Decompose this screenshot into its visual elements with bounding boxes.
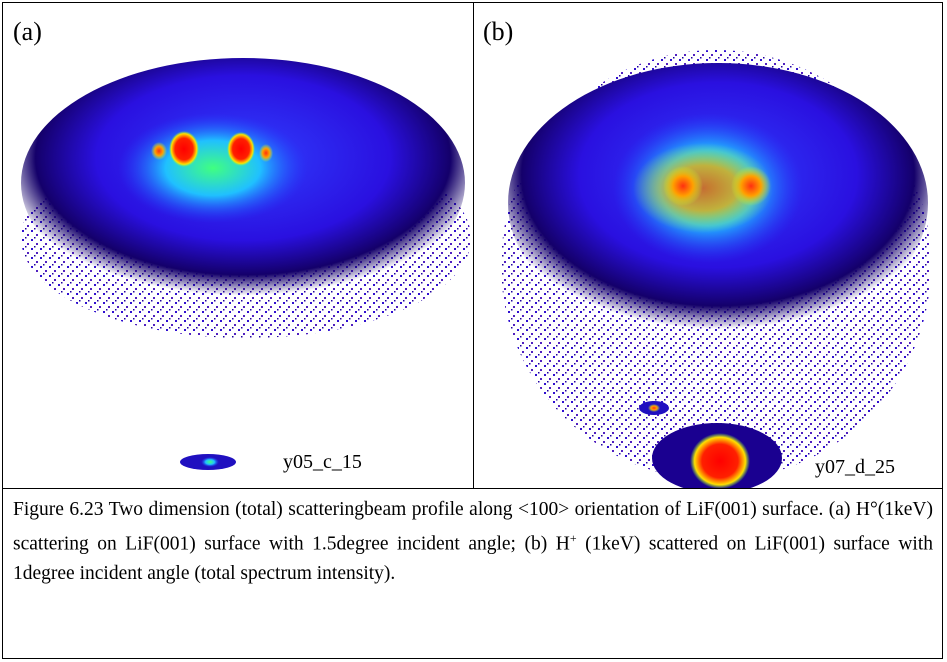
caption-superscript: +	[569, 531, 577, 545]
image-tag: y05_c_15	[283, 451, 362, 473]
caption-text: Figure 6.23 Two dimension (total) scatte…	[13, 499, 933, 555]
caption: Figure 6.23 Two dimension (total) scatte…	[13, 495, 933, 588]
scattering-images	[21, 50, 931, 488]
panel-label: (a)	[13, 17, 42, 46]
panel-label: (b)	[483, 17, 514, 46]
caption-text: (1keV) scattered on LiF(001) surface wit…	[13, 533, 933, 584]
image-row: (a) (b) y05_c_15 y07_d_25	[3, 3, 942, 489]
image-tag: y07_d_25	[815, 456, 895, 478]
panel-divider	[473, 3, 474, 488]
